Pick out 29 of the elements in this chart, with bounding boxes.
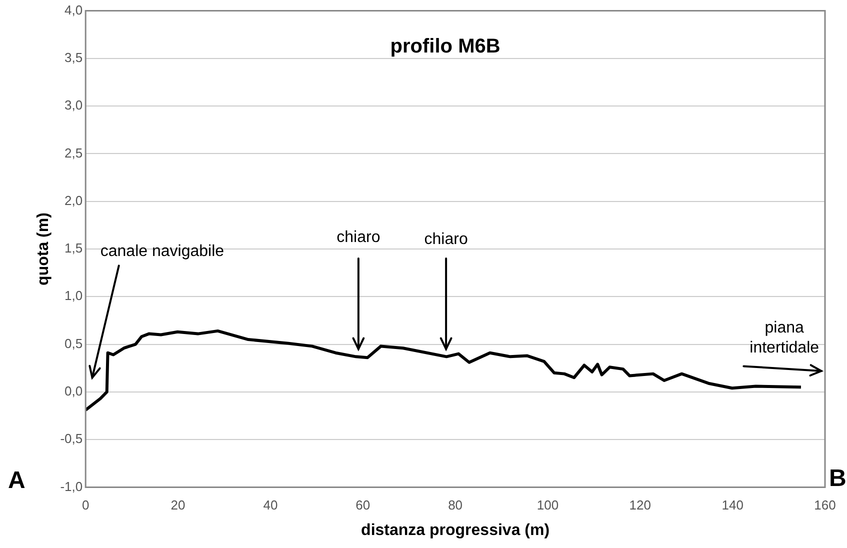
x-tick-label: 20 — [170, 498, 186, 513]
y-tick-label: 2,5 — [64, 145, 83, 160]
y-tick-label: 3,5 — [64, 50, 83, 66]
x-tick-label: 160 — [814, 498, 836, 513]
x-tick-label: 40 — [263, 498, 278, 513]
x-tick-label: 100 — [536, 498, 559, 513]
annotation: canale navigabile — [100, 243, 224, 260]
y-tick-label: -1,0 — [60, 478, 83, 494]
y-tick-label: 0,0 — [64, 384, 83, 398]
x-tick-label: 80 — [448, 498, 463, 513]
y-tick-label: 0,5 — [64, 336, 83, 351]
y-axis-title: quota (m) — [35, 212, 52, 286]
text: profilo M6B — [390, 35, 500, 58]
y-tick-label: 3,0 — [64, 98, 83, 113]
x-tick-label: 120 — [629, 498, 651, 513]
y-tick-label: 1,0 — [64, 288, 83, 304]
annotation: chiaro — [336, 228, 380, 246]
text: A — [8, 466, 26, 494]
y-tick-label: 1,5 — [64, 240, 83, 256]
x-tick-label: 60 — [356, 498, 370, 513]
x-tick-label: 140 — [722, 498, 744, 513]
text: B — [829, 464, 846, 492]
y-tick-label: 4,0 — [64, 2, 83, 18]
x-tick-label: 0 — [82, 498, 90, 513]
y-tick-label: 2,0 — [64, 192, 83, 208]
x-axis-title: distanza progressiva (m) — [361, 522, 550, 539]
annotation: chiaro — [424, 231, 468, 248]
annotation: piana intertidale — [750, 319, 820, 356]
y-tick-label: -0,5 — [60, 431, 83, 446]
